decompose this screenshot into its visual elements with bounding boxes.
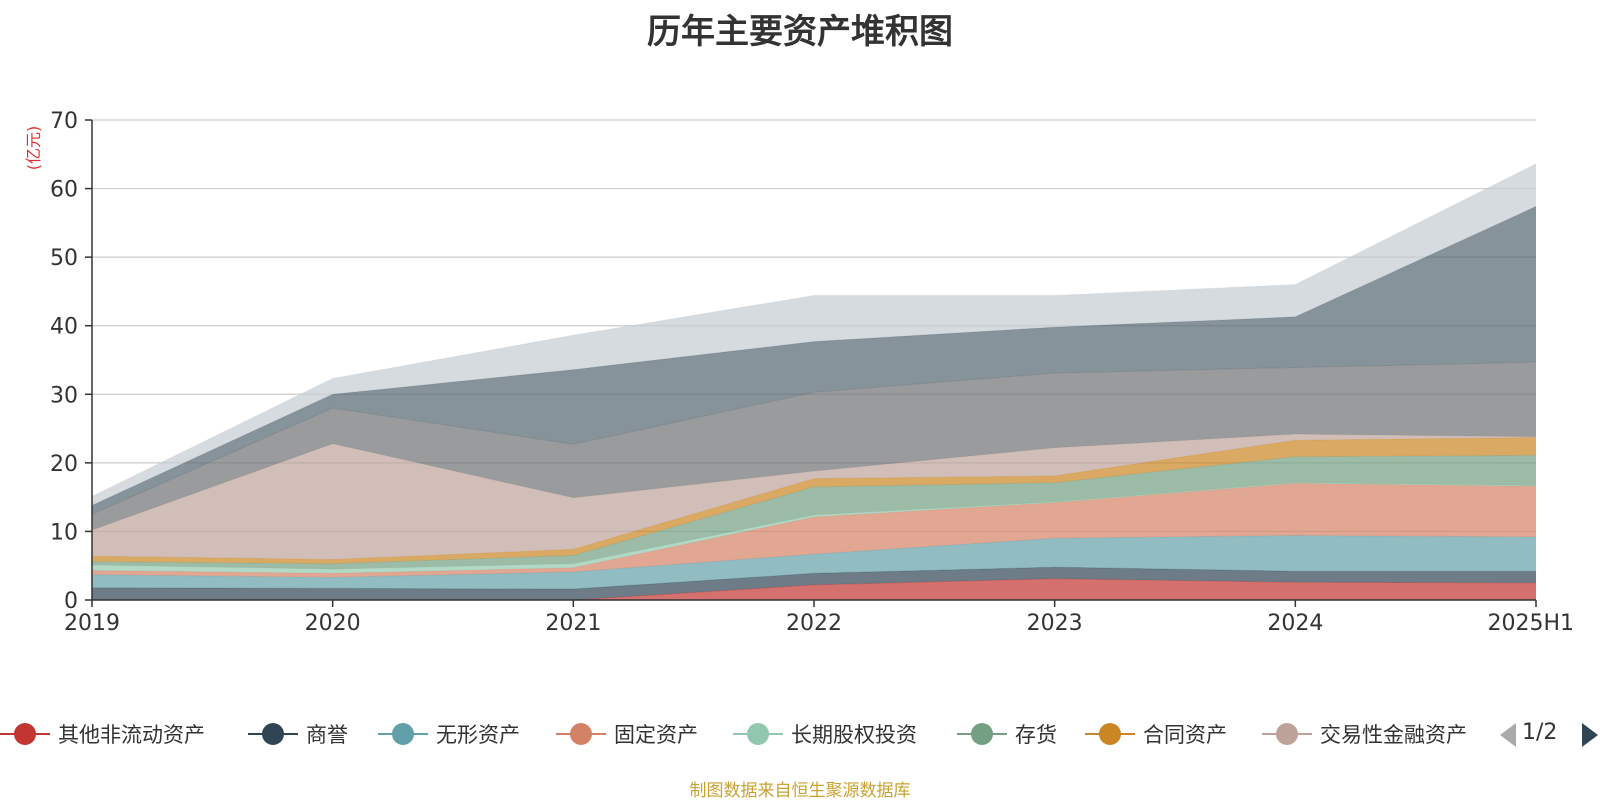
legend-marker-icon	[957, 716, 1007, 752]
y-tick-label: 70	[50, 109, 78, 134]
area-series-10	[92, 206, 1536, 515]
legend-page-indicator: 1/2	[1522, 720, 1558, 745]
legend-marker-icon	[1262, 716, 1312, 752]
legend-label: 交易性金融资产	[1320, 723, 1467, 747]
chart-title: 历年主要资产堆积图	[647, 12, 953, 52]
area-series-2	[92, 567, 1536, 600]
legend-pager: 1/2	[1500, 716, 1600, 752]
legend-item[interactable]: 其他非流动资产	[0, 716, 205, 752]
legend-label: 固定资产	[614, 723, 698, 747]
legend-marker-icon	[733, 716, 783, 752]
legend-label: 商誉	[306, 723, 348, 747]
legend-item[interactable]: 无形资产	[378, 716, 520, 752]
legend-item[interactable]: 固定资产	[556, 716, 698, 752]
legend-marker-icon	[248, 716, 298, 752]
y-tick-label: 10	[50, 520, 78, 545]
legend-label: 合同资产	[1143, 723, 1227, 747]
x-tick-label: 2021	[545, 611, 601, 636]
legend-marker-icon	[378, 716, 428, 752]
legend-next-page-icon[interactable]	[1582, 723, 1598, 747]
y-tick-label: 20	[50, 452, 78, 477]
area-series-1	[92, 578, 1536, 600]
legend-prev-page-icon[interactable]	[1500, 723, 1516, 747]
y-tick-label: 0	[64, 589, 78, 614]
legend-item[interactable]: 商誉	[248, 716, 348, 752]
area-series-3	[92, 535, 1536, 589]
y-tick-label: 50	[50, 246, 78, 271]
area-series-9	[92, 362, 1536, 531]
legend-label: 长期股权投资	[791, 723, 917, 747]
y-tick-label: 60	[50, 178, 78, 203]
legend-item[interactable]: 长期股权投资	[733, 716, 917, 752]
area-series-4	[92, 483, 1536, 578]
legend-item[interactable]: 交易性金融资产	[1262, 716, 1467, 752]
area-series-7	[92, 437, 1536, 564]
area-series-8	[92, 434, 1536, 560]
x-tick-label: 2020	[305, 611, 361, 636]
area-series-edge-11	[91, 163, 1537, 497]
legend-label: 存货	[1015, 723, 1057, 747]
area-series-6	[92, 455, 1536, 570]
x-tick-label: 2025H1	[1487, 611, 1574, 636]
area-series-11	[92, 163, 1536, 506]
legend-marker-icon	[556, 716, 606, 752]
y-tick-label: 40	[50, 315, 78, 340]
legend-marker-icon	[1085, 716, 1135, 752]
legend-item[interactable]: 存货	[957, 716, 1057, 752]
x-tick-label: 2024	[1267, 611, 1323, 636]
x-tick-label: 2019	[64, 611, 120, 636]
legend-marker-icon	[0, 716, 50, 752]
legend: 其他非流动资产 商誉 无形资产 固定资产 长期股权投资 存货 合同资产 交易性金融资产	[0, 716, 1600, 756]
x-tick-label: 2023	[1027, 611, 1083, 636]
x-tick-label: 2022	[786, 611, 842, 636]
legend-item[interactable]: 合同资产	[1085, 716, 1227, 752]
legend-label: 无形资产	[436, 723, 520, 747]
legend-label: 其他非流动资产	[58, 723, 205, 747]
y-tick-label: 30	[50, 383, 78, 408]
source-note: 制图数据来自恒生聚源数据库	[689, 781, 911, 801]
